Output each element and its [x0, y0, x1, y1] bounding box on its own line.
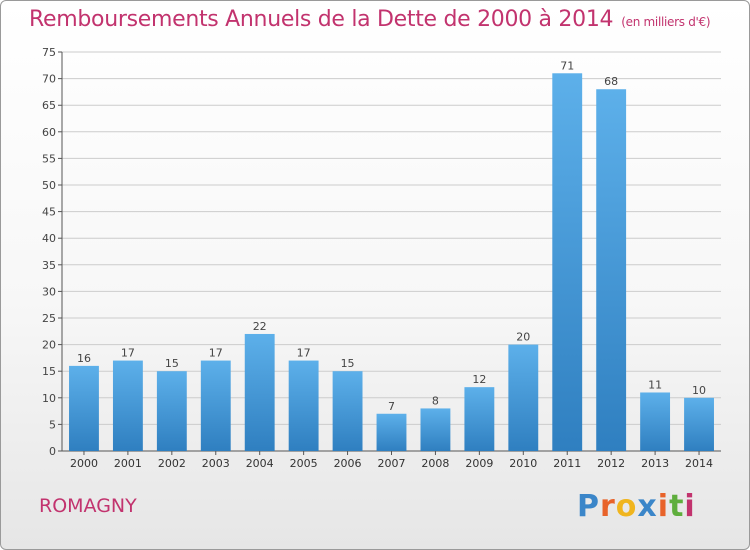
- chart-title: Remboursements Annuels de la Dette de 20…: [29, 7, 711, 32]
- bar-value-label: 17: [297, 347, 311, 360]
- bar: [288, 360, 319, 451]
- bar-value-label: 11: [648, 378, 662, 391]
- logo-letter: i: [684, 489, 696, 524]
- title-text: Remboursements Annuels de la Dette de 20…: [29, 7, 614, 32]
- bar-value-label: 68: [604, 75, 618, 88]
- bar: [200, 360, 231, 451]
- logo-letter: P: [577, 489, 600, 524]
- x-tick-label: 2009: [465, 457, 493, 470]
- title-unit: (en milliers d'€): [621, 15, 711, 29]
- x-tick-label: 2000: [70, 457, 98, 470]
- x-tick-label: 2011: [553, 457, 581, 470]
- bar: [508, 344, 539, 451]
- x-tick-label: 2006: [334, 457, 362, 470]
- bar: [332, 371, 363, 451]
- x-tick-label: 2013: [641, 457, 669, 470]
- logo-letter: i: [657, 489, 670, 524]
- y-tick-label: 65: [42, 99, 56, 112]
- x-tick-label: 2002: [158, 457, 186, 470]
- bar-value-label: 15: [341, 357, 355, 370]
- y-tick-label: 40: [42, 232, 56, 245]
- bar: [640, 392, 671, 451]
- bar: [156, 371, 187, 451]
- y-tick-label: 70: [42, 73, 56, 86]
- bar-value-label: 15: [165, 357, 179, 370]
- bar: [684, 397, 714, 451]
- bar-value-label: 17: [209, 347, 223, 360]
- proxiti-logo: Proxiti: [577, 489, 696, 524]
- y-tick-label: 45: [42, 206, 56, 219]
- y-tick-label: 15: [42, 365, 56, 378]
- logo-letter: r: [600, 489, 616, 524]
- bar: [464, 387, 495, 451]
- logo-letter: o: [615, 489, 638, 524]
- y-tick-label: 75: [42, 46, 56, 59]
- x-tick-label: 2007: [378, 457, 406, 470]
- y-tick-label: 5: [49, 418, 56, 431]
- bar-value-label: 8: [432, 394, 439, 407]
- x-tick-label: 2014: [685, 457, 713, 470]
- y-tick-label: 55: [42, 152, 56, 165]
- x-tick-label: 2001: [114, 457, 142, 470]
- y-tick-label: 50: [42, 179, 56, 192]
- bar-value-label: 10: [692, 384, 706, 397]
- bar-value-label: 71: [560, 59, 574, 72]
- bar: [69, 365, 99, 451]
- x-tick-label: 2010: [509, 457, 537, 470]
- logo-letter: t: [669, 489, 685, 524]
- x-tick-label: 2008: [421, 457, 449, 470]
- bar-value-label: 17: [121, 347, 135, 360]
- bar-value-label: 7: [388, 400, 395, 413]
- logo-letter: x: [637, 489, 658, 524]
- y-tick-label: 0: [49, 445, 56, 458]
- y-tick-label: 35: [42, 259, 56, 272]
- bar-value-label: 16: [77, 352, 91, 365]
- town-name: ROMAGNY: [39, 495, 137, 517]
- bar-value-label: 20: [516, 331, 530, 344]
- bar: [552, 73, 583, 451]
- x-tick-label: 2012: [597, 457, 625, 470]
- y-tick-label: 60: [42, 126, 56, 139]
- bar: [420, 408, 451, 451]
- y-tick-label: 20: [42, 339, 56, 352]
- bar: [244, 333, 275, 451]
- bar: [596, 89, 627, 452]
- y-tick-label: 30: [42, 285, 56, 298]
- x-tick-label: 2005: [290, 457, 318, 470]
- x-tick-label: 2004: [246, 457, 274, 470]
- x-tick-label: 2003: [202, 457, 230, 470]
- bar-value-label: 12: [472, 373, 486, 386]
- bar: [376, 413, 407, 451]
- bar: [112, 360, 143, 451]
- y-tick-label: 25: [42, 312, 56, 325]
- bar-value-label: 22: [253, 320, 267, 333]
- y-tick-label: 10: [42, 392, 56, 405]
